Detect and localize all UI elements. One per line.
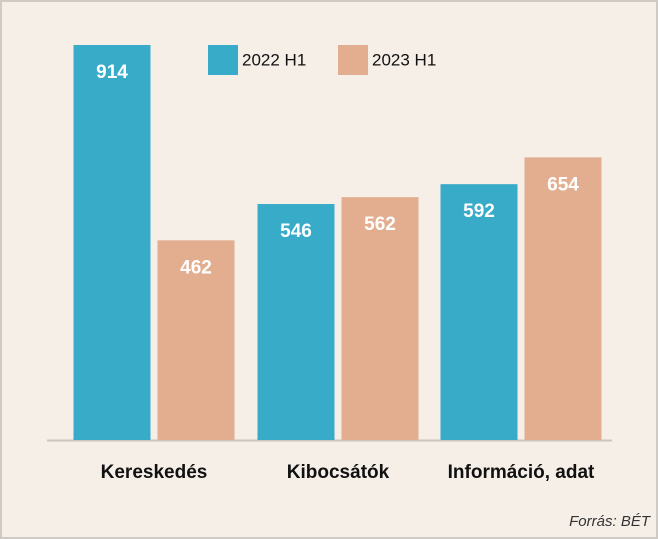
data-label: 914	[96, 62, 128, 83]
data-label: 654	[547, 174, 579, 195]
bar	[157, 240, 235, 440]
legend-swatch	[208, 45, 238, 75]
data-label: 462	[180, 257, 212, 278]
bar	[73, 45, 151, 440]
source: Forrás: BÉT	[569, 513, 652, 530]
legend-label: 2022 H1	[242, 50, 306, 69]
x-tick-label: Kereskedés	[101, 462, 208, 483]
bar	[257, 204, 335, 440]
x-tick-label: Kibocsátók	[287, 462, 390, 483]
bar	[341, 197, 419, 440]
data-label: 562	[364, 214, 396, 235]
legend-label: 2023 H1	[372, 50, 436, 69]
bar	[524, 157, 602, 441]
x-tick-label: Információ, adat	[448, 462, 595, 483]
data-label: 546	[280, 221, 312, 242]
bar	[440, 184, 518, 440]
legend-swatch	[338, 45, 368, 75]
data-label: 592	[463, 201, 495, 222]
